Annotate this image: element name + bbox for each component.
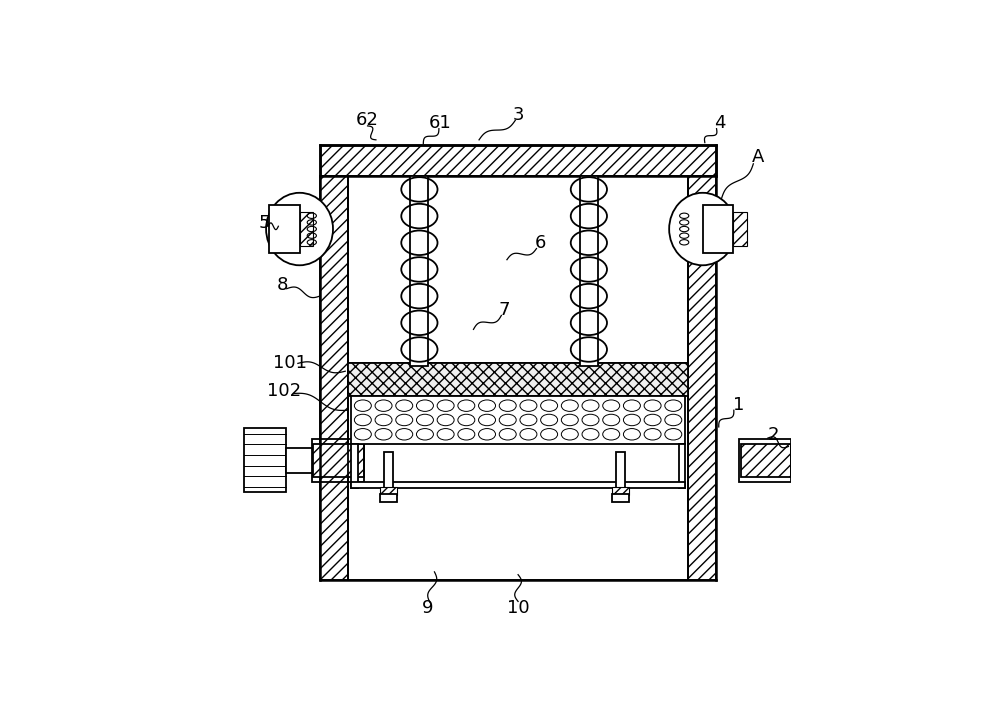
Ellipse shape — [479, 414, 496, 426]
Bar — [688, 176, 716, 580]
Ellipse shape — [665, 400, 682, 411]
Ellipse shape — [623, 429, 640, 440]
Text: 61: 61 — [429, 114, 451, 132]
Ellipse shape — [416, 414, 433, 426]
Bar — [348, 176, 688, 580]
Ellipse shape — [644, 414, 661, 426]
Bar — [580, 176, 598, 366]
Bar — [679, 444, 685, 488]
Ellipse shape — [499, 400, 516, 411]
Ellipse shape — [396, 414, 413, 426]
Ellipse shape — [266, 193, 333, 265]
Ellipse shape — [416, 429, 433, 440]
Ellipse shape — [499, 414, 516, 426]
Ellipse shape — [437, 414, 454, 426]
Bar — [733, 212, 747, 245]
Ellipse shape — [561, 400, 578, 411]
Bar — [819, 429, 861, 492]
Ellipse shape — [582, 400, 599, 411]
Bar — [312, 439, 364, 481]
Bar — [320, 146, 716, 176]
Ellipse shape — [582, 429, 599, 440]
Text: 62: 62 — [356, 111, 379, 130]
Ellipse shape — [665, 429, 682, 440]
Ellipse shape — [520, 429, 537, 440]
Ellipse shape — [623, 414, 640, 426]
Ellipse shape — [354, 414, 371, 426]
Ellipse shape — [354, 400, 371, 411]
Bar — [313, 444, 364, 477]
Bar — [351, 481, 685, 488]
Ellipse shape — [458, 400, 475, 411]
Ellipse shape — [375, 414, 392, 426]
Bar — [351, 444, 358, 488]
Ellipse shape — [458, 414, 475, 426]
Bar — [320, 176, 348, 580]
Ellipse shape — [396, 400, 413, 411]
Bar — [741, 444, 791, 477]
Ellipse shape — [582, 414, 599, 426]
Ellipse shape — [541, 400, 558, 411]
Ellipse shape — [669, 193, 736, 265]
Ellipse shape — [520, 414, 537, 426]
Ellipse shape — [416, 400, 433, 411]
Ellipse shape — [541, 414, 558, 426]
Bar — [380, 494, 397, 502]
Bar — [244, 429, 286, 492]
Ellipse shape — [354, 429, 371, 440]
Bar — [269, 206, 300, 253]
Ellipse shape — [458, 429, 475, 440]
Bar — [612, 487, 629, 495]
Ellipse shape — [644, 429, 661, 440]
Text: 9: 9 — [422, 599, 434, 617]
Ellipse shape — [375, 400, 392, 411]
Ellipse shape — [396, 429, 413, 440]
Ellipse shape — [541, 429, 558, 440]
Bar — [351, 396, 685, 444]
Bar — [410, 176, 428, 366]
Text: 6: 6 — [535, 234, 546, 252]
Ellipse shape — [603, 429, 620, 440]
Text: 5: 5 — [259, 214, 270, 232]
Bar — [286, 448, 313, 473]
Ellipse shape — [437, 429, 454, 440]
Text: 7: 7 — [498, 301, 510, 319]
Text: 3: 3 — [512, 106, 524, 124]
Ellipse shape — [479, 400, 496, 411]
Bar — [616, 452, 625, 488]
Bar — [300, 212, 313, 245]
Ellipse shape — [375, 429, 392, 440]
Text: 101: 101 — [273, 354, 307, 372]
Ellipse shape — [499, 429, 516, 440]
Ellipse shape — [665, 414, 682, 426]
Text: 8: 8 — [277, 276, 289, 294]
Bar — [703, 206, 733, 253]
Ellipse shape — [479, 429, 496, 440]
Ellipse shape — [603, 414, 620, 426]
Text: 102: 102 — [267, 382, 301, 400]
Bar — [380, 487, 397, 495]
Ellipse shape — [561, 414, 578, 426]
Text: 4: 4 — [714, 114, 726, 132]
Bar — [612, 494, 629, 502]
Ellipse shape — [603, 400, 620, 411]
Ellipse shape — [520, 400, 537, 411]
Bar — [739, 439, 791, 481]
Text: 10: 10 — [507, 599, 529, 617]
Bar — [384, 452, 393, 488]
Ellipse shape — [561, 429, 578, 440]
Ellipse shape — [437, 400, 454, 411]
Bar — [791, 448, 819, 473]
Text: 2: 2 — [768, 426, 779, 445]
Bar — [348, 363, 688, 396]
Text: A: A — [752, 148, 764, 166]
Text: 1: 1 — [733, 395, 744, 413]
Ellipse shape — [623, 400, 640, 411]
Ellipse shape — [644, 400, 661, 411]
